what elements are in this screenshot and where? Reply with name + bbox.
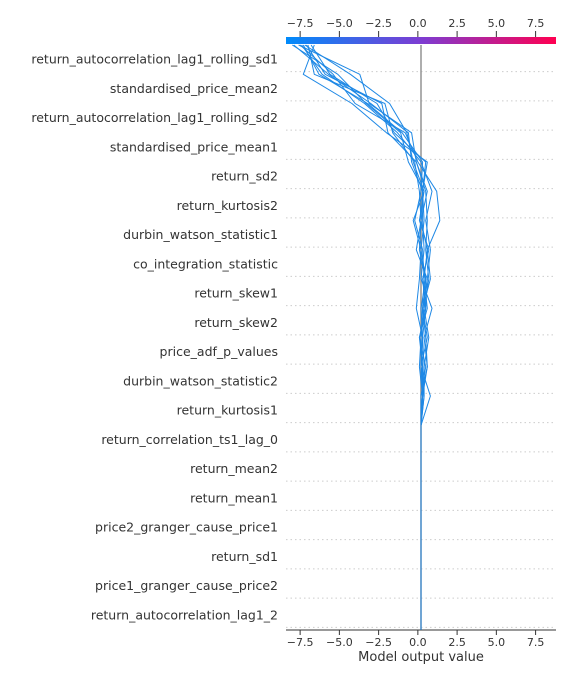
feature-label: standardised_price_mean2 [110,81,278,96]
bottom-tick-label: −7.5 [287,636,314,649]
feature-label: durbin_watson_statistic1 [123,227,278,242]
feature-label: return_kurtosis1 [177,403,278,418]
feature-label: return_autocorrelation_lag1_2 [91,607,278,622]
feature-label: return_mean1 [190,490,278,505]
feature-label: return_autocorrelation_lag1_rolling_sd1 [31,52,278,67]
feature-label: return_sd1 [211,549,278,564]
bottom-tick-label: −5.0 [326,636,353,649]
feature-label: return_mean2 [190,461,278,476]
feature-label: price2_granger_cause_price1 [95,520,278,535]
decision-line [299,44,441,630]
top-tick-label: 2.5 [448,17,466,30]
feature-label: return_skew2 [194,315,278,330]
feature-label: return_sd2 [211,169,278,184]
top-tick-label: −7.5 [287,17,314,30]
feature-label: return_skew1 [194,286,278,301]
decision-line [302,44,428,630]
feature-label: return_kurtosis2 [177,198,278,213]
bottom-tick-label: 0.0 [409,636,427,649]
bottom-tick-label: −2.5 [365,636,392,649]
x-axis-label: Model output value [358,650,484,665]
decision-lines [292,44,441,630]
feature-label: price1_granger_cause_price2 [95,578,278,593]
feature-label: durbin_watson_statistic2 [123,373,278,388]
bottom-tick-label: 2.5 [448,636,466,649]
decision-line [301,44,433,630]
bottom-tick-label: 5.0 [488,636,506,649]
decision-line [293,44,427,630]
feature-label: return_autocorrelation_lag1_rolling_sd2 [31,110,278,125]
top-tick-label: 5.0 [488,17,506,30]
top-axis: −7.5 −5.0 −2.5 0.0 2.5 5.0 7.5 [287,17,545,37]
top-tick-label: 0.0 [409,17,427,30]
decision-line [310,44,433,630]
colorbar [286,37,556,44]
feature-labels: return_autocorrelation_lag1_rolling_sd1s… [31,52,278,623]
top-tick-label: −2.5 [365,17,392,30]
feature-label: standardised_price_mean1 [110,139,278,154]
decision-line [305,44,430,630]
feature-label: return_correlation_ts1_lag_0 [101,432,278,447]
feature-label: co_integration_statistic [133,256,278,271]
feature-label: price_adf_p_values [160,344,278,359]
top-tick-label: −5.0 [326,17,353,30]
bottom-tick-label: 7.5 [527,636,545,649]
top-tick-label: 7.5 [527,17,545,30]
decision-line [307,44,428,630]
decision-line [304,44,430,630]
bottom-axis: −7.5 −5.0 −2.5 0.0 2.5 5.0 7.5 [287,630,545,649]
